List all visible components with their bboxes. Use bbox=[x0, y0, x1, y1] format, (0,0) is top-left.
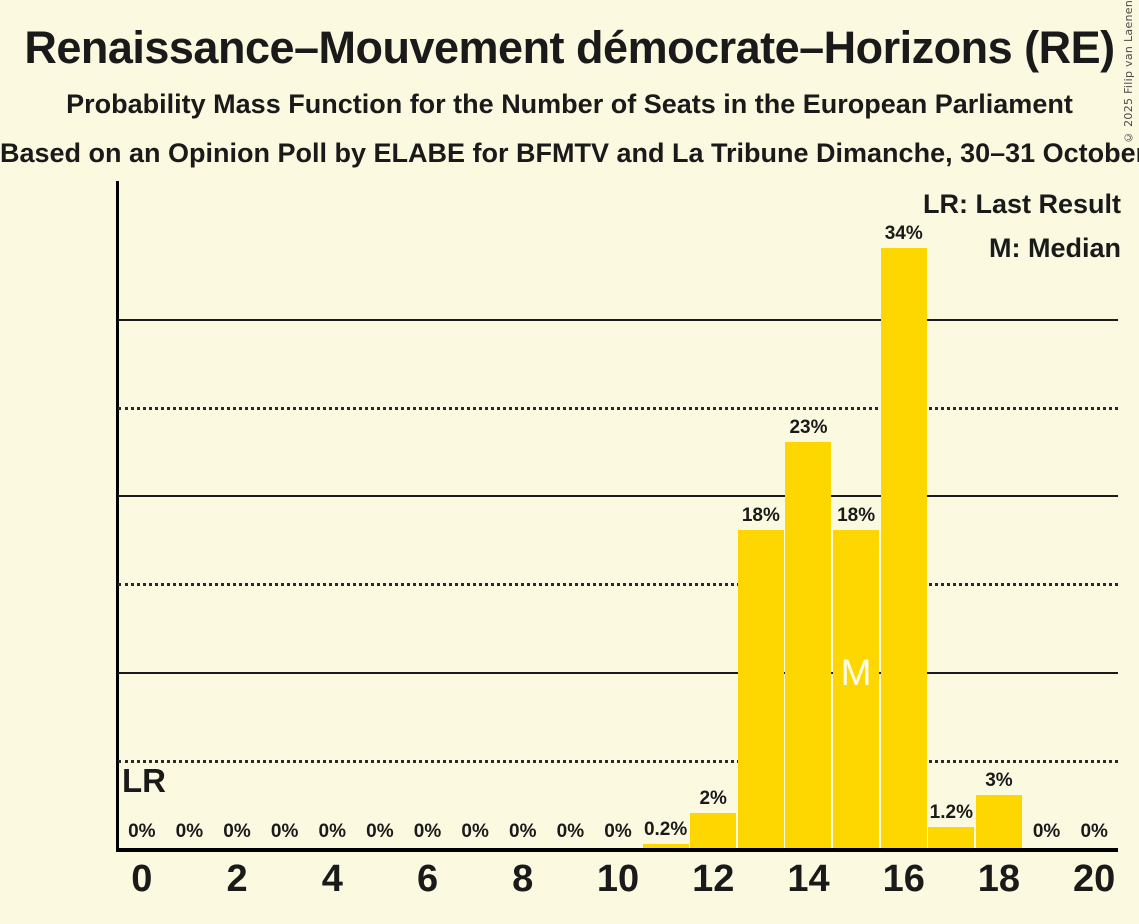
bar-seat-18 bbox=[975, 795, 1022, 848]
bar-seat-17 bbox=[928, 826, 975, 848]
x-tick-label-6: 6 bbox=[416, 858, 439, 900]
page-title: Renaissance–Mouvement démocrate–Horizons… bbox=[24, 22, 1115, 73]
chart-subtitle: Probability Mass Function for the Number… bbox=[66, 89, 1073, 119]
bar-value-label-10: 0% bbox=[604, 821, 632, 842]
bar-value-label-4: 0% bbox=[318, 821, 346, 842]
bar-value-label-8: 0% bbox=[509, 821, 537, 842]
y-axis-line bbox=[116, 181, 119, 848]
x-tick-label-20: 20 bbox=[1073, 858, 1116, 900]
bar-value-label-18: 3% bbox=[985, 770, 1013, 792]
bar-value-label-19: 0% bbox=[1032, 821, 1061, 842]
bar-value-label-0: 0% bbox=[128, 821, 156, 842]
x-tick-label-16: 16 bbox=[882, 858, 925, 900]
gridline-minor-25 bbox=[118, 406, 1118, 410]
median-marker: M bbox=[840, 652, 872, 693]
bar-value-label-16: 34% bbox=[884, 223, 923, 245]
x-tick-label-12: 12 bbox=[692, 858, 735, 900]
bar-seat-14 bbox=[785, 442, 832, 848]
legend-item-median: M: Median bbox=[989, 233, 1121, 263]
bar-value-label-14: 23% bbox=[789, 417, 828, 439]
bar-value-label-20: 0% bbox=[1080, 821, 1108, 842]
legend-item-last-result: LR: Last Result bbox=[922, 189, 1121, 219]
copyright-notice: © 2025 Filip van Laenen bbox=[1122, 0, 1135, 144]
bar-seat-15 bbox=[833, 530, 880, 848]
bar-value-label-1: 0% bbox=[175, 821, 204, 842]
bar-value-label-9: 0% bbox=[556, 821, 585, 842]
bar-value-label-6: 0% bbox=[413, 821, 442, 842]
bar-value-label-15: 18% bbox=[837, 505, 876, 527]
bar-seat-13 bbox=[737, 530, 784, 848]
bar-value-label-2: 0% bbox=[223, 821, 251, 842]
x-tick-label-0: 0 bbox=[131, 858, 153, 900]
bar-value-label-12: 2% bbox=[699, 787, 727, 809]
x-axis-line bbox=[116, 848, 1118, 852]
gridline-major-30 bbox=[118, 318, 1118, 321]
bar-value-label-3: 0% bbox=[270, 821, 299, 842]
x-tick-label-2: 2 bbox=[226, 858, 248, 900]
bar-value-label-11: 0.2% bbox=[643, 819, 688, 841]
gridline-major-10 bbox=[118, 671, 1118, 674]
bar-value-label-17: 1.2% bbox=[929, 801, 973, 823]
gridline-minor-15 bbox=[118, 583, 1118, 587]
bar-value-label-7: 0% bbox=[461, 821, 489, 842]
last-result-marker: LR bbox=[122, 761, 166, 799]
x-tick-label-10: 10 bbox=[596, 858, 640, 900]
chart-legend: LR: Last Result M: Median bbox=[923, 182, 1121, 270]
gridline-minor-5 bbox=[118, 759, 1118, 763]
bar-seat-16 bbox=[880, 248, 927, 848]
x-tick-label-14: 14 bbox=[787, 858, 830, 900]
gridline-major-20 bbox=[118, 495, 1118, 498]
x-tick-label-8: 8 bbox=[512, 858, 534, 900]
chart-source-note: Based on an Opinion Poll by ELABE for BF… bbox=[0, 138, 1139, 168]
bar-seat-12 bbox=[690, 812, 737, 848]
bar-value-label-13: 18% bbox=[741, 505, 780, 527]
bar-value-label-5: 0% bbox=[366, 821, 394, 842]
plot-area: 0% 0% 0% 0% 0% 0% 0% 0% 0% 0% 0% 0.2% 2% 18% 23% 18% M 34… bbox=[116, 181, 1118, 852]
x-tick-label-4: 4 bbox=[321, 858, 343, 900]
bar-seat-11 bbox=[642, 844, 689, 848]
x-tick-label-18: 18 bbox=[977, 858, 1021, 900]
